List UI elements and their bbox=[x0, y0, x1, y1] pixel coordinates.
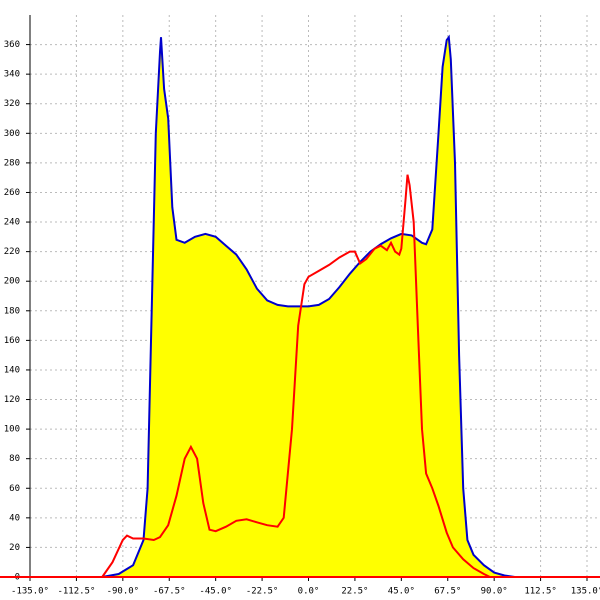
y-tick-label: 240 bbox=[4, 218, 20, 228]
x-tick-label: 67.5° bbox=[434, 587, 461, 597]
y-tick-label: 200 bbox=[4, 277, 20, 287]
y-tick-label: 100 bbox=[4, 425, 20, 435]
x-tick-label: -135.0° bbox=[11, 587, 49, 597]
x-tick-label: -22.5° bbox=[246, 587, 279, 597]
y-tick-label: 180 bbox=[4, 306, 20, 316]
y-tick-label: 280 bbox=[4, 158, 20, 168]
y-tick-label: 220 bbox=[4, 247, 20, 257]
x-tick-label: 0.0° bbox=[298, 587, 320, 597]
x-tick-label: 45.0° bbox=[388, 587, 415, 597]
x-tick-label: -112.5° bbox=[57, 587, 95, 597]
y-tick-label: 300 bbox=[4, 129, 20, 139]
y-tick-label: 140 bbox=[4, 365, 20, 375]
x-tick-label: -67.5° bbox=[153, 587, 186, 597]
y-tick-label: 340 bbox=[4, 70, 20, 80]
y-tick-label: 160 bbox=[4, 336, 20, 346]
y-tick-label: 20 bbox=[9, 543, 20, 553]
x-tick-label: -45.0° bbox=[199, 587, 232, 597]
x-tick-label: 90.0° bbox=[481, 587, 508, 597]
line bbox=[101, 174, 515, 578]
y-tick-label: 80 bbox=[9, 454, 20, 464]
y-tick-label: 40 bbox=[9, 513, 20, 523]
y-tick-label: 260 bbox=[4, 188, 20, 198]
y-tick-label: 360 bbox=[4, 40, 20, 50]
y-tick-label: 60 bbox=[9, 484, 20, 494]
y-tick-label: 320 bbox=[4, 99, 20, 109]
x-tick-label: 112.5° bbox=[524, 587, 557, 597]
x-tick-label: -90.0° bbox=[107, 587, 140, 597]
y-tick-label: 120 bbox=[4, 395, 20, 405]
x-tick-label: 22.5° bbox=[341, 587, 368, 597]
x-tick-label: 135.0° bbox=[571, 587, 600, 597]
area-outline bbox=[102, 34, 515, 578]
